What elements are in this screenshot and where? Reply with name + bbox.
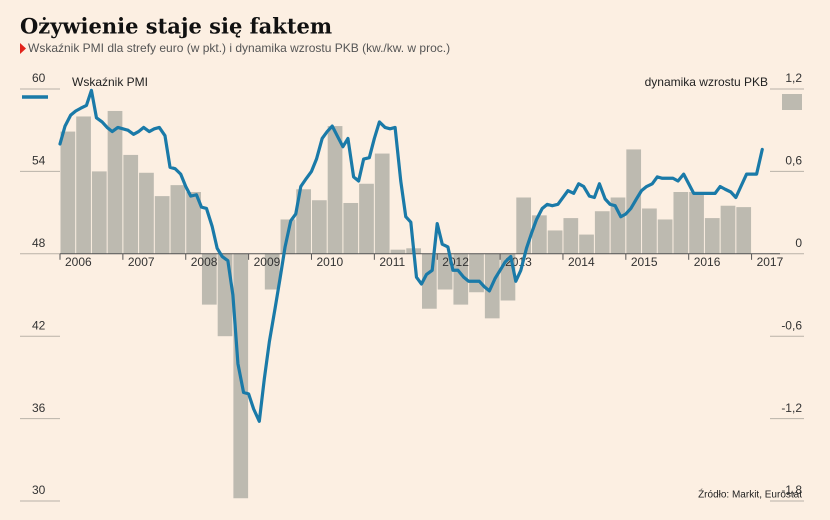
bar — [154, 196, 170, 254]
bar — [327, 126, 343, 254]
bar — [736, 207, 752, 254]
bar — [123, 154, 139, 254]
legend-label: Wskaźnik PMI — [72, 75, 148, 89]
x-tick-label: 2009 — [254, 255, 281, 269]
subtitle-marker — [20, 43, 26, 54]
y2-tick-label: 0,6 — [785, 154, 802, 168]
bar — [186, 192, 201, 254]
bar — [642, 208, 657, 254]
x-tick-label: 2010 — [316, 255, 343, 269]
y-tick-label: 30 — [32, 483, 46, 497]
y2-tick-label: -1,8 — [781, 483, 802, 497]
bar — [76, 116, 91, 254]
bar — [579, 234, 594, 254]
x-tick-label: 2017 — [757, 255, 784, 269]
legend-label: dynamika wzrostu PKB — [645, 75, 768, 89]
bar — [720, 205, 736, 254]
x-tick-label: 2011 — [379, 255, 405, 269]
bar — [673, 192, 689, 254]
bar — [563, 218, 579, 254]
chart-title: Ożywienie staje się faktem — [20, 14, 332, 39]
bar — [689, 192, 704, 254]
bar — [704, 218, 720, 254]
x-tick-label: 2016 — [694, 255, 721, 269]
x-tick-label: 2012 — [442, 255, 469, 269]
y2-tick-label: 0 — [795, 236, 802, 250]
bar — [359, 183, 374, 254]
y-tick-label: 54 — [32, 154, 46, 168]
x-tick-label: 2007 — [128, 255, 155, 269]
bar — [139, 172, 154, 254]
x-tick-label: 2008 — [191, 255, 218, 269]
bar — [657, 219, 673, 254]
bar — [170, 185, 186, 254]
bar — [374, 153, 390, 254]
bar — [60, 131, 76, 254]
y-tick-label: 60 — [32, 71, 46, 85]
bar — [547, 230, 563, 254]
x-tick-label: 2014 — [568, 255, 595, 269]
bar — [437, 253, 453, 290]
y-tick-label: 36 — [32, 401, 46, 415]
y-tick-label: 48 — [32, 236, 46, 250]
y-tick-label: 42 — [32, 318, 46, 332]
pmi-line — [58, 88, 764, 423]
bar — [594, 211, 610, 254]
bar — [610, 197, 626, 254]
bar — [532, 215, 547, 254]
source: Źródło: Markit, Eurostat — [698, 488, 802, 501]
legend-swatch-bar — [782, 94, 802, 110]
bar — [390, 249, 406, 254]
y2-tick-label: 1,2 — [785, 71, 802, 85]
bar — [107, 110, 123, 254]
x-tick-label: 2015 — [631, 255, 658, 269]
chart-subtitle: Wskaźnik PMI dla strefy euro (w pkt.) i … — [28, 41, 450, 55]
bar — [469, 253, 484, 293]
y2-tick-label: -1,2 — [781, 401, 802, 415]
bar — [91, 171, 107, 254]
lines — [58, 88, 764, 423]
bar — [201, 253, 217, 305]
x-tick-label: 2006 — [65, 255, 92, 269]
bar — [516, 197, 532, 254]
bar — [296, 189, 311, 254]
bar — [311, 200, 327, 254]
bar — [453, 253, 469, 305]
bars — [60, 110, 752, 499]
bar — [343, 202, 359, 254]
bar — [264, 253, 280, 290]
y2-tick-label: -0,6 — [781, 318, 802, 332]
